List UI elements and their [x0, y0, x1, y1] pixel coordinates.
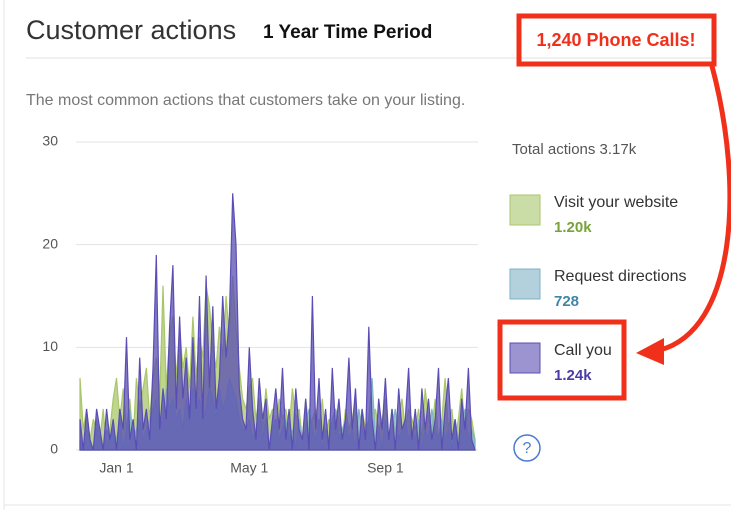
legend-label: Request directions [554, 268, 687, 285]
legend-value: 1.24k [554, 367, 592, 384]
period: 1 Year Time Period [263, 22, 432, 43]
x-tick-label: Sep 1 [367, 460, 404, 476]
legend-value: 728 [554, 293, 579, 310]
legend-swatch [509, 194, 541, 226]
legend-label: Visit your website [554, 194, 678, 211]
y-tick-label: 10 [42, 338, 58, 354]
x-tick-label: Jan 1 [99, 460, 133, 476]
title: Customer actions [26, 15, 236, 45]
highlight-box [497, 319, 627, 401]
total-actions: Total actions 3.17k [512, 141, 637, 158]
x-tick-label: May 1 [230, 460, 268, 476]
legend-label: Call you [554, 342, 612, 359]
subtitle: The most common actions that customers t… [26, 92, 465, 109]
callout-arrow [659, 65, 731, 353]
help-icon[interactable] [513, 434, 541, 462]
y-tick-label: 20 [42, 235, 58, 251]
legend-value: 1.20k [554, 219, 592, 236]
y-tick-label: 30 [42, 133, 58, 149]
y-tick-label: 0 [50, 441, 58, 457]
callout-text: 1,240 Phone Calls! [536, 30, 695, 50]
arrow-head [636, 338, 664, 365]
help-text[interactable]: ? [523, 440, 532, 457]
series-area [79, 193, 476, 451]
callout-box [516, 13, 717, 67]
legend-swatch [509, 268, 541, 300]
legend-swatch [509, 342, 541, 374]
